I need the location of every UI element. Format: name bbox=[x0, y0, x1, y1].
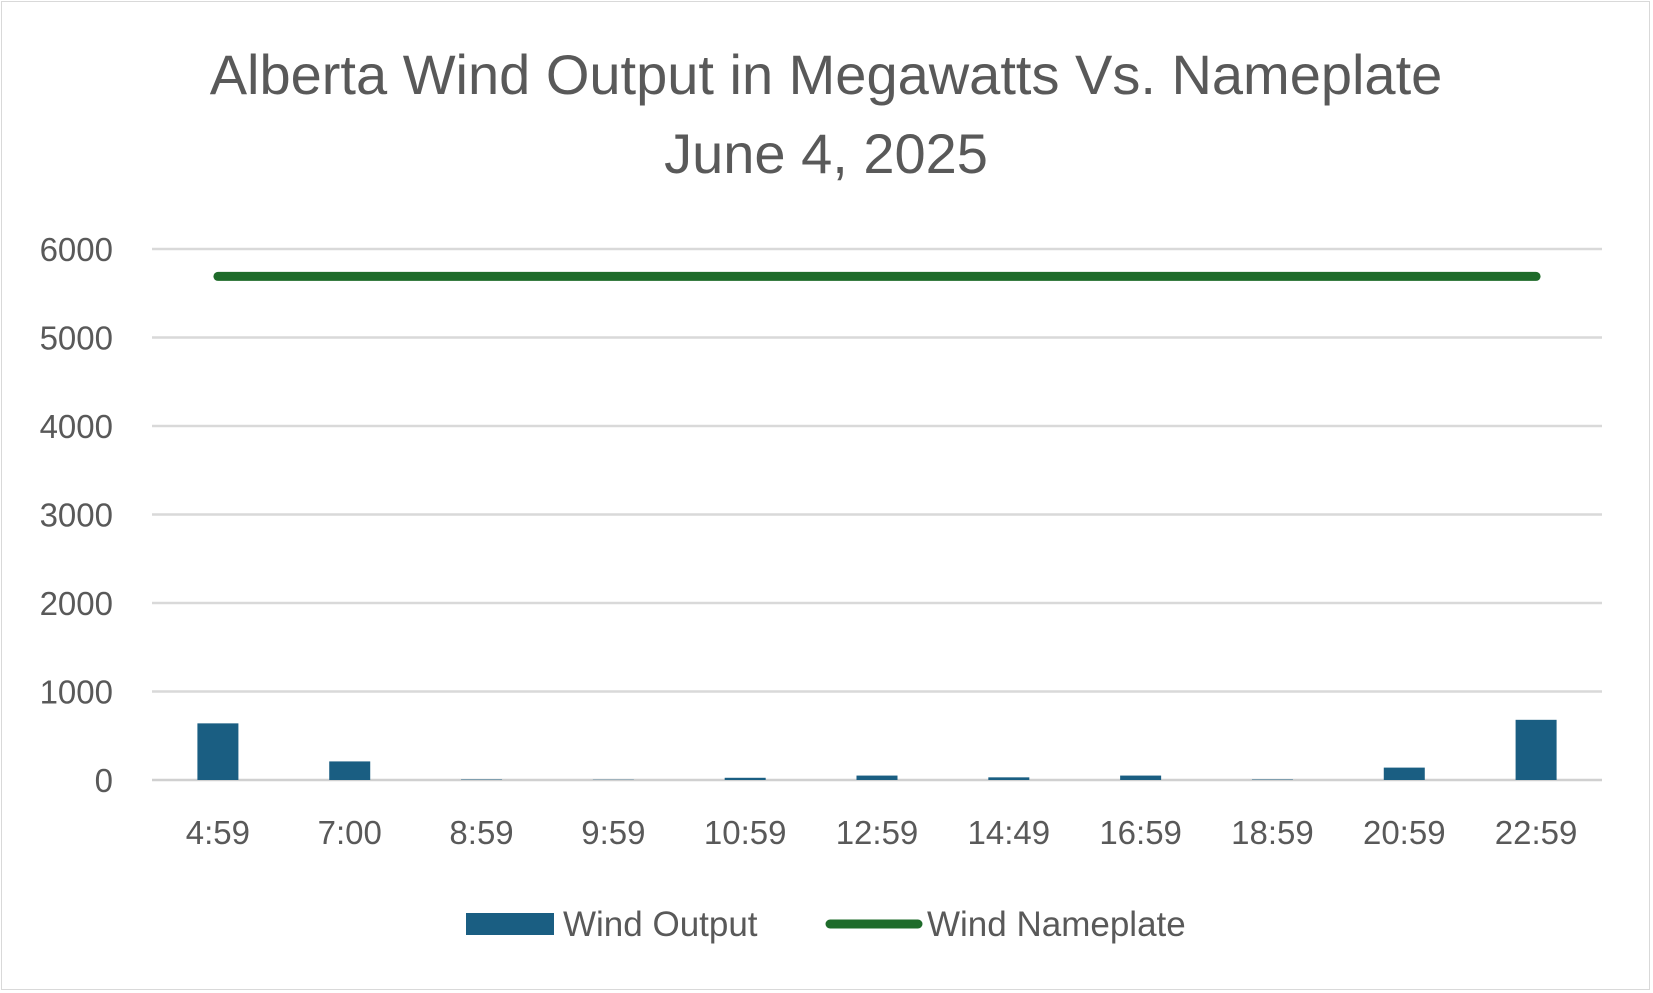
x-tick-label-4: 10:59 bbox=[704, 814, 787, 851]
x-tick-label-9: 20:59 bbox=[1363, 814, 1446, 851]
x-tick-label-6: 14:49 bbox=[968, 814, 1051, 851]
x-tick-label-2: 8:59 bbox=[449, 814, 513, 851]
y-tick-label-6000: 6000 bbox=[40, 231, 113, 268]
x-tick-label-1: 7:00 bbox=[318, 814, 382, 851]
y-tick-label-1000: 1000 bbox=[40, 674, 113, 711]
chart-subtitle: June 4, 2025 bbox=[664, 122, 988, 185]
bar-5 bbox=[856, 775, 898, 780]
bar-7 bbox=[1120, 775, 1162, 780]
y-tick-label-3000: 3000 bbox=[40, 497, 113, 534]
bar-4 bbox=[724, 777, 766, 780]
y-tick-label-5000: 5000 bbox=[40, 320, 113, 357]
bar-1 bbox=[329, 761, 371, 780]
x-tick-label-0: 4:59 bbox=[186, 814, 250, 851]
x-tick-label-3: 9:59 bbox=[581, 814, 645, 851]
y-tick-label-0: 0 bbox=[95, 762, 113, 799]
x-tick-label-7: 16:59 bbox=[1099, 814, 1182, 851]
legend: Wind Output Wind Nameplate bbox=[466, 905, 1186, 944]
bar-series bbox=[197, 719, 1557, 780]
x-tick-label-5: 12:59 bbox=[836, 814, 919, 851]
legend-label-wind-nameplate: Wind Nameplate bbox=[927, 905, 1186, 944]
bar-0 bbox=[197, 723, 239, 780]
chart-title: Alberta Wind Output in Megawatts Vs. Nam… bbox=[210, 43, 1443, 106]
bar-6 bbox=[988, 777, 1030, 780]
legend-swatch-wind-output bbox=[466, 913, 554, 935]
bar-10 bbox=[1515, 719, 1557, 780]
y-axis-ticks: 0 1000 2000 3000 4000 5000 6000 bbox=[40, 231, 113, 799]
bar-9 bbox=[1383, 767, 1425, 780]
legend-label-wind-output: Wind Output bbox=[563, 905, 758, 944]
gridlines bbox=[152, 247, 1602, 782]
x-axis-ticks: 4:59 7:00 8:59 9:59 10:59 12:59 14:49 16:59 18:5… bbox=[186, 814, 1578, 851]
x-tick-label-8: 18:59 bbox=[1231, 814, 1314, 851]
x-tick-label-10: 22:59 bbox=[1495, 814, 1578, 851]
y-tick-label-2000: 2000 bbox=[40, 585, 113, 622]
y-tick-label-4000: 4000 bbox=[40, 408, 113, 445]
